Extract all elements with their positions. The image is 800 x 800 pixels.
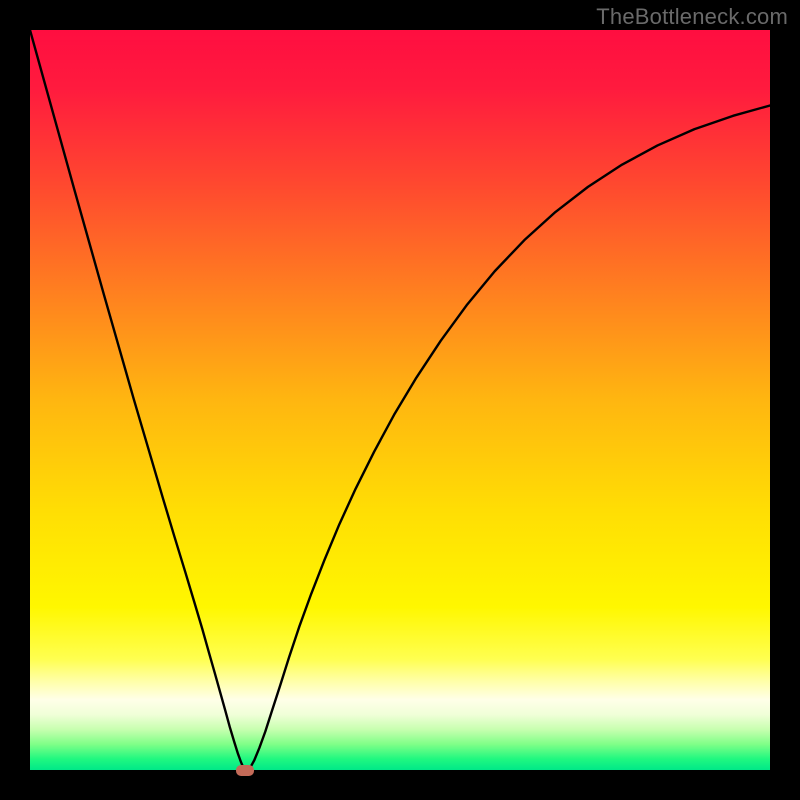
optimum-marker: [236, 765, 254, 776]
watermark-text: TheBottleneck.com: [596, 4, 788, 30]
plot-area: [30, 30, 770, 770]
bottleneck-curve: [30, 30, 770, 770]
chart-frame: TheBottleneck.com: [0, 0, 800, 800]
curve-layer: [30, 30, 770, 770]
